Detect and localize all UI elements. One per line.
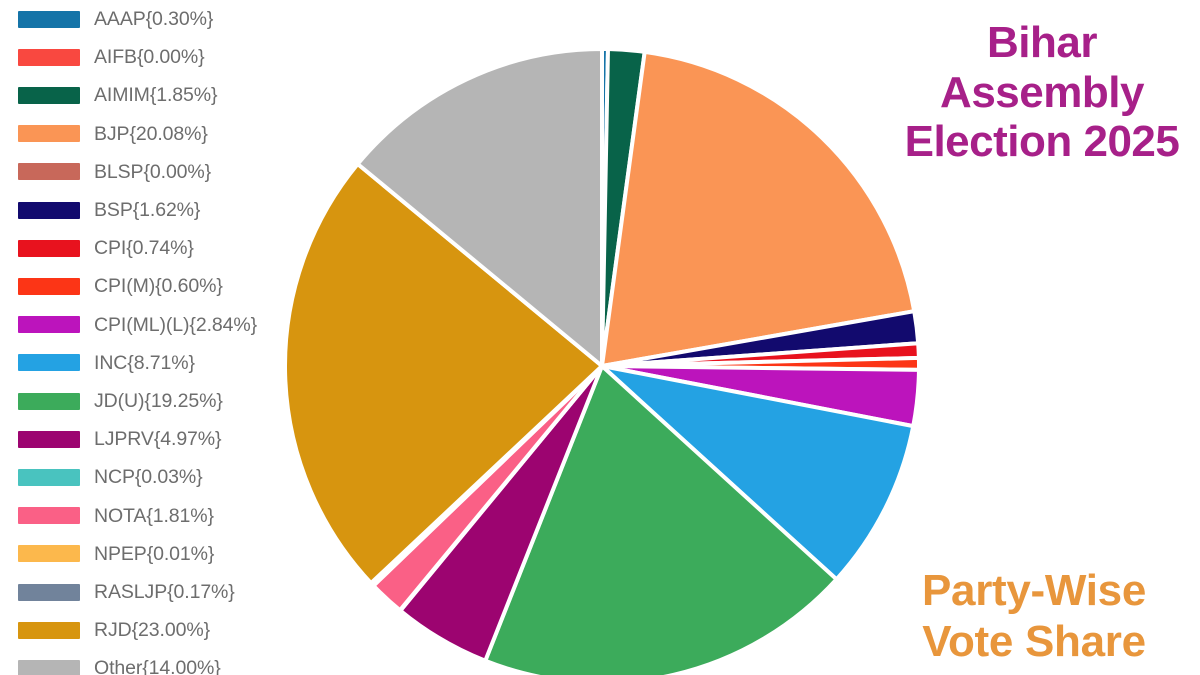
- legend-item-label: NCP{0.03%}: [94, 466, 203, 489]
- pie-slice[interactable]: [601, 341, 921, 368]
- pie-slice[interactable]: [601, 308, 921, 368]
- legend-color-swatch: [18, 316, 80, 334]
- legend-item-label: RASLJP{0.17%}: [94, 581, 235, 603]
- legend-item-label: Other{14.00%}: [94, 657, 221, 675]
- legend-color-swatch: [18, 430, 80, 448]
- chart-legend: AAAP{0.30%} AIFB{0.00%} AIMIM{1.85%} BJP{20…: [0, 0, 285, 675]
- legend-color-swatch: [18, 621, 80, 639]
- legend-item-label: NOTA{1.81%}: [94, 504, 214, 527]
- legend-item-label: CPI(ML)(L){2.84%}: [94, 313, 258, 336]
- legend-item[interactable]: NOTA{1.81%}: [18, 503, 214, 529]
- pie-slice[interactable]: [600, 46, 611, 367]
- legend-item[interactable]: INC{8.71%}: [18, 350, 195, 376]
- page-title-line: Election 2025: [904, 117, 1180, 167]
- page-subtitle-line: Vote Share: [922, 616, 1146, 666]
- legend-item[interactable]: RJD{23.00%}: [18, 617, 210, 643]
- page-subtitle-line: Party-Wise: [921, 565, 1147, 615]
- page-title: Bihar Assembly Election 2025: [892, 18, 1192, 167]
- legend-item-label: BJP{20.08%}: [94, 122, 208, 145]
- pie-slice[interactable]: [599, 49, 917, 369]
- legend-item[interactable]: AIMIM{1.85%}: [18, 82, 218, 108]
- pie-slice[interactable]: [354, 46, 604, 371]
- legend-color-swatch: [18, 239, 80, 257]
- pie-slice[interactable]: [370, 364, 604, 614]
- legend-item[interactable]: AIFB{0.00%}: [18, 44, 205, 70]
- legend-item-label: AIMIM{1.85%}: [94, 84, 218, 107]
- legend-item[interactable]: AAAP{0.30%}: [18, 6, 213, 32]
- legend-item[interactable]: NCP{0.03%}: [18, 464, 203, 490]
- legend-color-swatch: [18, 163, 80, 181]
- legend-color-swatch: [18, 125, 80, 143]
- legend-item-label: LJPRV{4.97%}: [94, 428, 222, 451]
- page-title-line: Assembly: [940, 67, 1144, 117]
- legend-item-label: AAAP{0.30%}: [94, 8, 214, 30]
- pie-slice[interactable]: [601, 364, 922, 429]
- legend-item[interactable]: CPI{0.74%}: [18, 235, 194, 261]
- pie-slice[interactable]: [600, 47, 647, 367]
- legend-color-swatch: [18, 392, 80, 410]
- legend-color-swatch: [18, 354, 80, 372]
- pie-slice[interactable]: [397, 364, 604, 614]
- legend-color-swatch: [18, 583, 80, 601]
- legend-item-label: INC{8.71%}: [94, 351, 195, 374]
- pie-slice[interactable]: [601, 355, 922, 372]
- legend-color-swatch: [18, 10, 80, 28]
- legend-item[interactable]: JD(U){19.25%}: [18, 388, 223, 414]
- pie-slice[interactable]: [370, 364, 604, 589]
- legend-item-label: BLSP{0.00%}: [94, 160, 212, 183]
- legend-item-label: BSP{1.62%}: [94, 199, 201, 221]
- legend-color-swatch: [18, 468, 80, 486]
- legend-color-swatch: [18, 507, 80, 525]
- legend-item-label: AIFB{0.00%}: [94, 46, 205, 69]
- legend-item[interactable]: LJPRV{4.97%}: [18, 426, 222, 452]
- legend-color-swatch: [18, 48, 80, 66]
- legend-color-swatch: [18, 201, 80, 219]
- legend-item[interactable]: BJP{20.08%}: [18, 121, 208, 147]
- legend-item-label: JD(U){19.25%}: [94, 390, 223, 412]
- legend-item[interactable]: BSP{1.62%}: [18, 197, 200, 223]
- legend-item[interactable]: NPEP{0.01%}: [18, 541, 214, 567]
- legend-color-swatch: [18, 659, 80, 675]
- legend-color-swatch: [18, 545, 80, 563]
- pie-slice[interactable]: [482, 362, 840, 675]
- legend-item-label: CPI(M){0.60%}: [94, 275, 223, 298]
- legend-color-swatch: [18, 86, 80, 104]
- legend-item-label: RJD{23.00%}: [94, 619, 210, 642]
- legend-color-swatch: [18, 277, 80, 295]
- pie-slice-group: [283, 46, 922, 675]
- legend-item[interactable]: CPI(ML)(L){2.84%}: [18, 312, 257, 338]
- legend-item[interactable]: CPI(M){0.60%}: [18, 273, 223, 299]
- pie-slice[interactable]: [397, 364, 604, 664]
- legend-item-label: NPEP{0.01%}: [94, 542, 215, 565]
- page-title-line: Bihar: [987, 18, 1097, 67]
- legend-item[interactable]: BLSP{0.00%}: [18, 159, 211, 185]
- legend-item-label: CPI{0.74%}: [94, 237, 194, 260]
- pie-slice[interactable]: [595, 362, 916, 583]
- pie-slice[interactable]: [283, 161, 606, 586]
- page-subtitle: Party-Wise Vote Share: [874, 565, 1194, 667]
- pie-slice[interactable]: [368, 364, 604, 589]
- legend-item[interactable]: Other{14.00%}: [18, 655, 221, 675]
- legend-item[interactable]: RASLJP{0.17%}: [18, 579, 235, 605]
